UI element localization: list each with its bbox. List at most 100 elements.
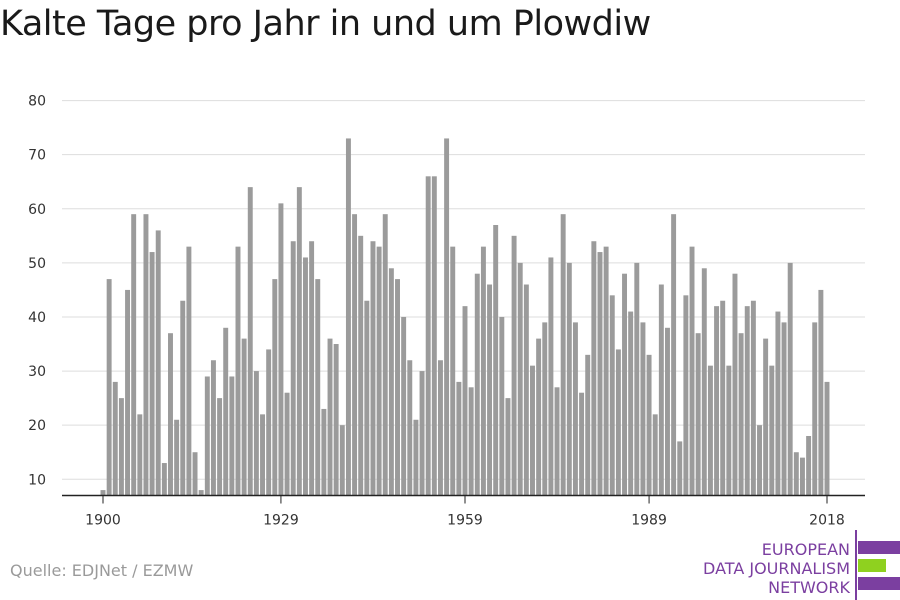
bar-2003 [732, 273, 738, 496]
bar-2006 [750, 300, 756, 496]
bar-1954 [431, 176, 437, 496]
bar-1982 [603, 246, 609, 496]
bar-2013 [793, 452, 799, 496]
bar-2004 [738, 333, 744, 496]
bar-1961 [474, 273, 480, 496]
bar-1939 [339, 425, 345, 496]
bar-2011 [781, 322, 787, 496]
bar-2010 [775, 311, 781, 496]
bar-1965 [499, 316, 505, 496]
y-axis-ticks: 10 20 30 40 50 60 70 80 [28, 94, 46, 489]
bar-1980 [591, 241, 597, 496]
x-tick-label: 1900 [85, 513, 121, 529]
logo-text: EUROPEAN DATA JOURNALISM NETWORK [703, 540, 850, 597]
logo-bar-top [858, 541, 900, 554]
bar-1931 [290, 241, 296, 496]
bar-1972 [542, 322, 548, 496]
bar-1942 [358, 235, 364, 496]
bar-1950 [407, 360, 413, 496]
bar-1952 [419, 371, 425, 496]
bar-1963 [487, 284, 493, 496]
bar-1968 [517, 262, 523, 496]
bar-1910 [161, 463, 167, 496]
bar-1927 [266, 349, 272, 496]
bar-1991 [658, 284, 664, 496]
bar-1949 [401, 316, 407, 496]
bar-1929 [278, 203, 284, 496]
bar-1999 [707, 365, 713, 496]
bar-1914 [186, 246, 192, 496]
logo-line-3: NETWORK [768, 578, 850, 597]
bar-2016 [812, 322, 818, 496]
bar-1936 [321, 408, 327, 496]
bar-1917 [204, 376, 210, 496]
bar-1930 [284, 392, 290, 496]
bar-1937 [327, 338, 333, 496]
bar-1932 [296, 187, 302, 496]
bar-1970 [530, 365, 535, 496]
bar-1984 [615, 349, 621, 496]
source-note: Quelle: EDJNet / EZMW [10, 561, 194, 580]
bar-1920 [223, 327, 229, 496]
bar-2002 [726, 365, 732, 496]
bar-1966 [505, 398, 511, 496]
bar-1981 [597, 252, 603, 496]
bar-1947 [388, 268, 394, 496]
bar-1933 [303, 257, 308, 496]
y-tick-label: 60 [28, 202, 46, 218]
x-axis: 1900 1929 1959 1989 2018 [62, 494, 865, 529]
bars [100, 138, 830, 496]
bar-1951 [413, 419, 419, 496]
bar-1900 [100, 490, 106, 496]
chart-title: Kalte Tage pro Jahr in und um Plowdiw [0, 4, 651, 44]
bar-1946 [382, 214, 388, 496]
logo-vertical-line [855, 530, 857, 600]
bar-1941 [352, 214, 358, 496]
logo-line-1: EUROPEAN [761, 540, 850, 559]
bar-1940 [345, 138, 351, 496]
bar-1987 [634, 262, 640, 496]
bar-1908 [149, 252, 155, 496]
bar-1986 [628, 311, 634, 496]
bar-1919 [217, 398, 223, 496]
bar-1901 [106, 279, 112, 496]
bar-2008 [763, 338, 769, 496]
bar-1990 [652, 414, 658, 496]
bar-2001 [720, 300, 726, 496]
bar-1955 [437, 360, 443, 496]
bar-1975 [560, 214, 566, 496]
bar-1956 [444, 138, 450, 496]
bar-1912 [174, 419, 180, 496]
bar-2018 [824, 381, 830, 496]
y-tick-label: 80 [28, 94, 46, 110]
y-tick-label: 10 [28, 472, 46, 488]
bar-2014 [799, 457, 805, 496]
bar-1983 [609, 295, 615, 496]
y-tick-label: 50 [28, 256, 46, 272]
y-tick-label: 70 [28, 148, 46, 164]
bar-1997 [695, 333, 701, 496]
bar-2009 [769, 365, 775, 496]
bar-1967 [511, 235, 517, 496]
bar-1943 [364, 300, 370, 496]
bar-1971 [536, 338, 542, 496]
bar-1953 [425, 176, 431, 496]
bar-1989 [646, 354, 652, 496]
bar-1911 [168, 333, 173, 496]
bar-1903 [118, 398, 124, 496]
bar-1996 [689, 246, 695, 496]
bar-1988 [640, 322, 646, 496]
x-tick-label: 2018 [809, 513, 845, 529]
bar-1935 [315, 279, 321, 496]
bar-1906 [137, 414, 143, 496]
bar-1916 [198, 490, 204, 496]
bar-1985 [622, 273, 627, 496]
bar-1958 [456, 381, 462, 496]
bar-1915 [192, 452, 198, 496]
bar-1964 [493, 225, 499, 496]
y-tick-label: 40 [28, 310, 46, 326]
bar-1978 [579, 392, 585, 496]
bar-1921 [229, 376, 235, 496]
y-tick-label: 30 [28, 364, 46, 380]
